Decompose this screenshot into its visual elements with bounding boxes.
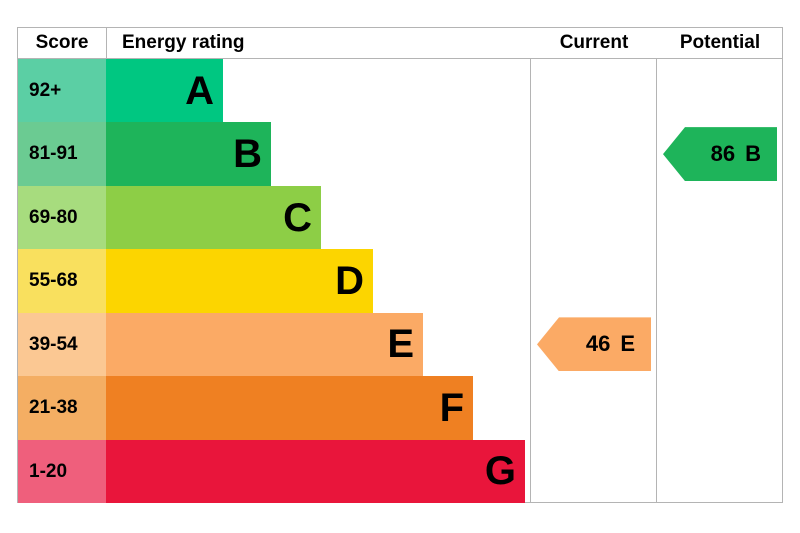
current-rating-value: 46 [585, 331, 611, 357]
score-range-f: 21-38 [18, 376, 106, 440]
potential-rating-letter: B [745, 141, 761, 167]
rating-bar-c: C [106, 185, 321, 250]
current-rating-marker: 46 E [537, 317, 651, 372]
divider-current-column [530, 59, 531, 503]
band-row-g: 1-20 G [18, 439, 530, 503]
rating-bar-f: F [106, 376, 473, 440]
rating-bar-e: E [106, 312, 423, 377]
band-row-f: 21-38 F [18, 376, 530, 440]
band-row-a: 92+ A [18, 59, 530, 123]
band-row-e: 39-54 E [18, 312, 530, 377]
rating-letter-e: E [387, 322, 414, 367]
rating-letter-g: G [484, 449, 516, 494]
rating-bar-g: G [106, 439, 525, 503]
divider-score-column [106, 28, 107, 58]
band-row-d: 55-68 D [18, 249, 530, 313]
score-range-g: 1-20 [18, 439, 106, 503]
rating-bar-d: D [106, 249, 373, 313]
column-header-rating: Energy rating [122, 32, 245, 53]
score-range-e: 39-54 [18, 312, 106, 377]
column-header-potential: Potential [679, 32, 761, 53]
band-row-b: 81-91 B [18, 122, 530, 186]
rating-letter-b: B [233, 132, 262, 177]
band-row-c: 69-80 C [18, 185, 530, 250]
rating-letter-d: D [335, 258, 364, 303]
column-header-score: Score [35, 32, 89, 53]
potential-rating-value: 86 [710, 141, 736, 167]
rating-letter-c: C [283, 195, 312, 240]
rating-bands: 92+ A 81-91 B 69-80 C 55-68 D 39-54 E 21-38 F 1-20 G [18, 59, 782, 503]
divider-potential-column [656, 59, 657, 503]
score-range-d: 55-68 [18, 249, 106, 313]
rating-letter-f: F [439, 385, 464, 430]
rating-bar-b: B [106, 122, 271, 186]
score-range-c: 69-80 [18, 185, 106, 250]
column-header-current: Current [559, 32, 629, 53]
current-rating-letter: E [620, 331, 635, 357]
rating-letter-a: A [185, 68, 214, 113]
rating-bar-a: A [106, 59, 223, 123]
score-range-b: 81-91 [18, 122, 106, 186]
table-header-row: Score Energy rating Current Potential [18, 28, 782, 59]
potential-rating-marker: 86 B [663, 127, 777, 182]
epc-energy-rating-chart: Score Energy rating Current Potential 92… [17, 27, 783, 503]
score-range-a: 92+ [18, 59, 106, 123]
